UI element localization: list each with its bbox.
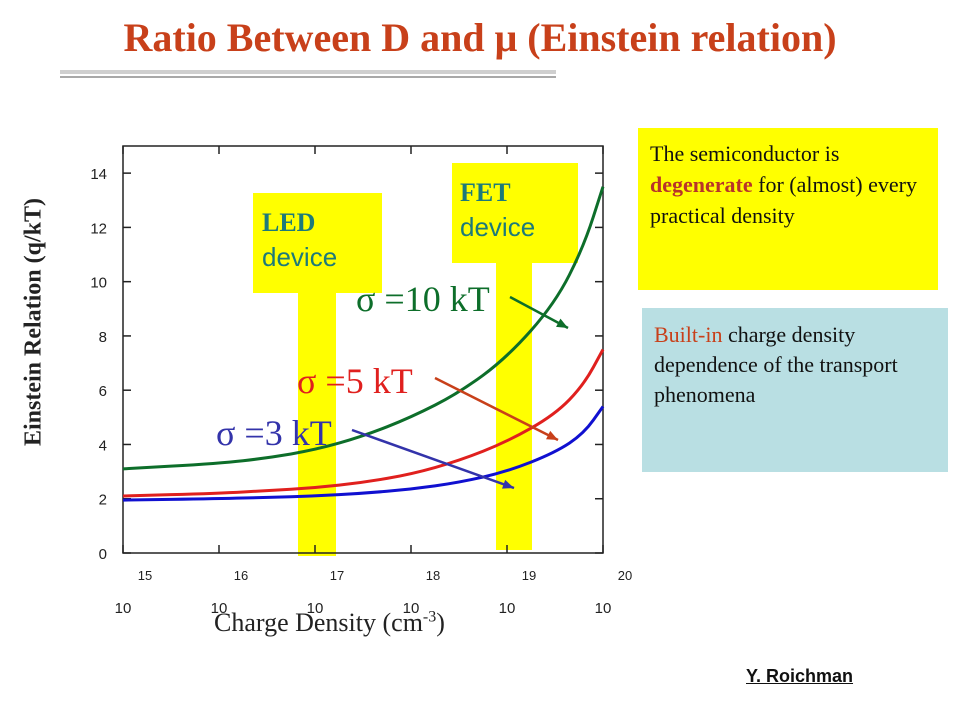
led-device-box — [253, 193, 382, 293]
y-tick-label: 6 — [99, 383, 107, 400]
y-tick-label: 4 — [99, 437, 107, 454]
built-in-note: Built-in charge density dependence of th… — [642, 308, 948, 472]
y-tick-label: 14 — [90, 166, 107, 183]
y-tick-label: 12 — [90, 220, 107, 237]
x-axis-label-exponent: -3 — [422, 608, 437, 626]
series-sigma-10-line — [122, 186, 605, 471]
x-tick-base: 10 — [595, 600, 612, 617]
slide-title: Ratio Between D and μ (Einstein relation… — [123, 15, 837, 60]
note2-text: charge density dependence of the transpo… — [654, 322, 898, 407]
y-axis-label: Einstein Relation (q/kT) — [20, 197, 47, 447]
sigma-3-label: σ =3 kT — [216, 413, 332, 453]
note1-text-a: The semiconductor is — [650, 141, 840, 166]
sigma-10-label: σ =10 kT — [356, 279, 490, 319]
note2-highlight: Built-in — [654, 322, 723, 347]
x-tick-exponent: 19 — [522, 568, 536, 583]
series-sigma-5-line — [122, 348, 605, 498]
x-tick-base: 10 — [211, 600, 228, 617]
y-tick-label: 10 — [90, 275, 107, 292]
sigma-5-label: σ =5 kT — [297, 361, 413, 401]
arrow-sigma-3 — [351, 428, 515, 490]
x-axis-label: Charge Density (cm-3) — [214, 608, 445, 637]
x-tick-exponent: 16 — [234, 568, 248, 583]
note1-highlight: degenerate — [650, 172, 753, 197]
arrow-sigma-3-head — [502, 479, 514, 489]
x-tick-exponent: 18 — [426, 568, 440, 583]
led-label-line2: device — [262, 242, 338, 272]
x-tick-exponent: 15 — [138, 568, 152, 583]
fet-device-label: FET device — [460, 175, 535, 244]
x-tick-base: 10 — [499, 600, 516, 617]
arrow-sigma-5 — [434, 376, 559, 442]
fet-device-box — [452, 163, 578, 263]
x-tick-base: 10 — [307, 600, 324, 617]
fet-label-line2: device — [460, 212, 536, 242]
x-tick-exponent: 17 — [330, 568, 344, 583]
fet-label-line1: FET — [460, 178, 511, 207]
led-label-line1: LED — [262, 208, 316, 237]
fet-device-bar — [496, 260, 532, 550]
arrow-sigma-5-head — [546, 430, 558, 440]
degenerate-note: The semiconductor is degenerate for (alm… — [638, 128, 938, 290]
author-credit: Y. Roichman — [746, 666, 854, 686]
y-tick-label: 8 — [99, 329, 107, 346]
series-sigma-3-line — [122, 405, 605, 502]
y-tick-label: 0 — [99, 546, 107, 563]
x-tick-base: 10 — [115, 600, 132, 617]
title-underline — [60, 70, 556, 74]
led-device-label: LED device — [262, 205, 337, 274]
title-underline-shadow — [60, 76, 556, 78]
x-tick-base: 10 — [403, 600, 420, 617]
arrow-sigma-10-head — [556, 318, 568, 328]
note1-text-b: for (almost) every practical density — [650, 172, 917, 228]
x-tick-exponent: 20 — [618, 568, 632, 583]
led-device-bar — [298, 290, 336, 556]
y-tick-label: 2 — [99, 492, 107, 509]
